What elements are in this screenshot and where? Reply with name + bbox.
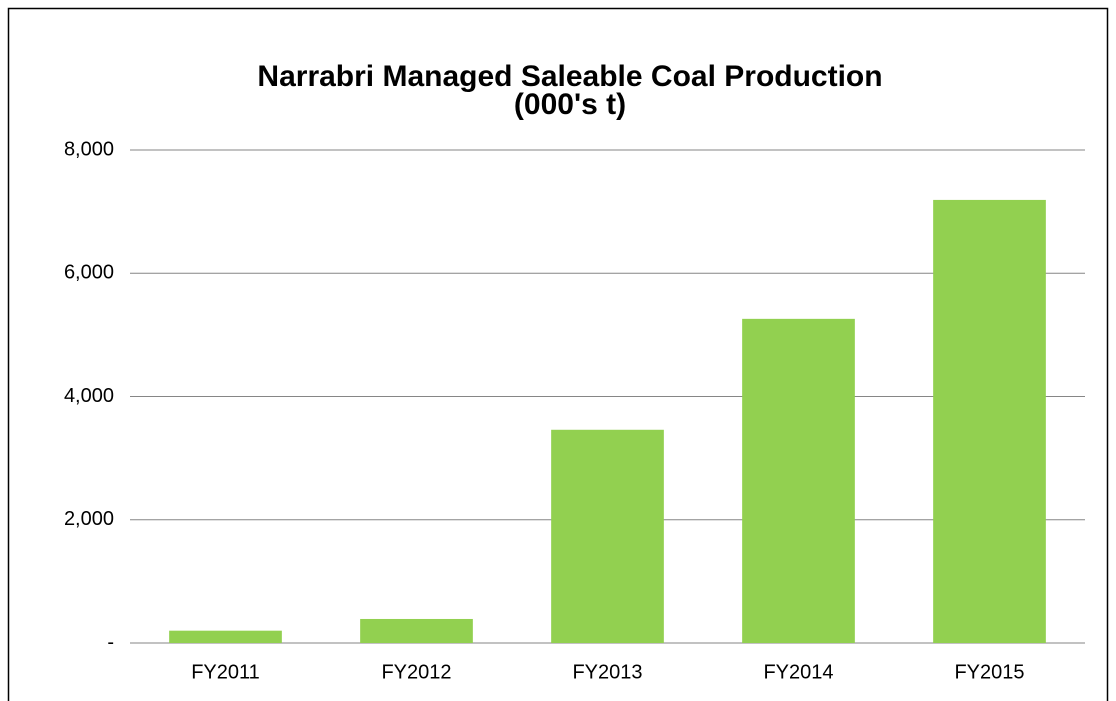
bar [169,630,282,643]
y-tick-label: 2,000 [64,508,114,530]
y-tick-label: 4,000 [64,385,114,407]
chart-title: Narrabri Managed Saleable Coal Productio… [257,60,882,93]
x-tick-label: FY2013 [572,661,642,683]
y-tick-label: 6,000 [64,262,114,284]
x-tick-label: FY2011 [191,661,260,683]
x-tick-label: FY2014 [763,661,833,683]
bar [742,318,855,643]
x-tick-label: FY2015 [954,661,1024,683]
chart-frame [7,7,1109,701]
bar [551,429,664,643]
bar [933,199,1046,643]
y-tick-label: - [107,631,114,653]
bar [360,618,473,643]
chart-subtitle: (000's t) [514,88,626,121]
y-tick-label: 8,000 [64,138,114,160]
x-tick-label: FY2012 [381,661,451,683]
